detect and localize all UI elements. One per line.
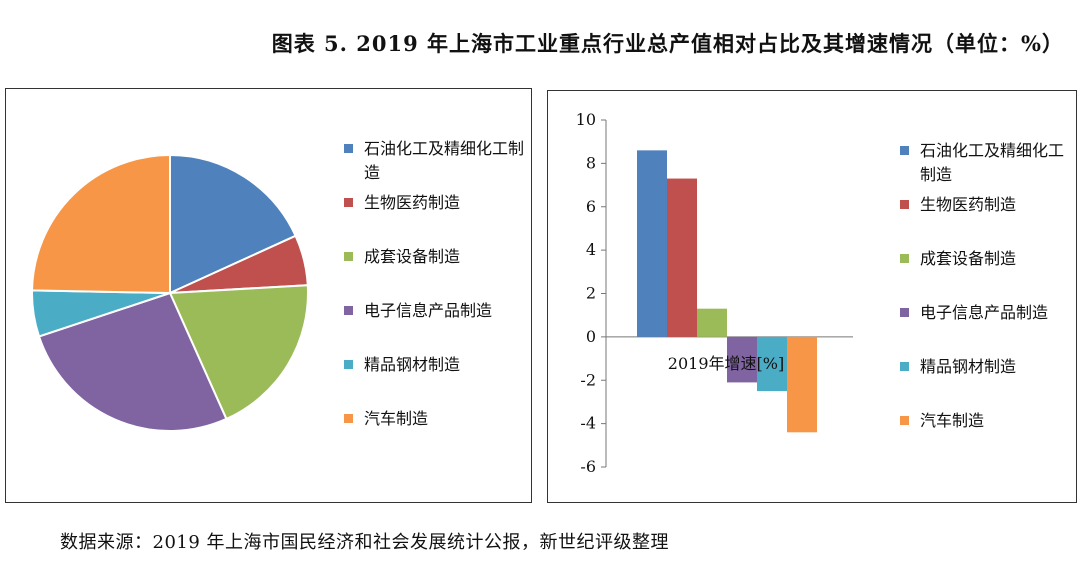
pie-slice (168, 284, 309, 421)
y-tick-label: -4 (580, 414, 596, 433)
chart-title: 图表 5. 2019 年上海市工业重点行业总产值相对占比及其增速情况（单位：%） (271, 31, 1064, 56)
legend-label: 精品钢材制造 (920, 357, 1017, 376)
y-tick-label: 0 (586, 327, 596, 346)
bar (697, 308, 727, 337)
legend-swatch (344, 252, 353, 261)
bar (727, 336, 757, 383)
bar (667, 178, 697, 337)
legend-label: 生物医药制造 (364, 193, 461, 212)
pie-slice (169, 153, 297, 295)
pie-legend-item: 生物医药制造 (344, 191, 524, 215)
y-tick-label: 10 (576, 110, 596, 129)
pie-chart-panel: 石油化工及精细化工制造生物医药制造 成套设备制造电子信息产品制造 精品钢材制造 汽车制… (5, 88, 532, 503)
bar-legend-item: 精品钢材制造 (900, 355, 1075, 379)
bar-legend-item: 成套设备制造 (900, 247, 1075, 271)
y-tick-label: -2 (580, 370, 596, 389)
y-tick-label: 8 (586, 153, 596, 172)
legend-label: 电子信息产品制造 (920, 303, 1049, 322)
legend-label: 成套设备制造 (920, 249, 1017, 268)
bar-chart: 10 8 6 4 2 0 -2 -4 -6 2019年增速[%] (576, 110, 853, 476)
legend-swatch (344, 360, 353, 369)
legend-swatch (344, 198, 353, 207)
bar (757, 336, 787, 392)
legend-label: 汽车制造 (920, 411, 985, 430)
y-tick-label: 2 (586, 284, 596, 303)
legend-label: 精品钢材制造 (364, 355, 461, 374)
legend-label: 汽车制造 (364, 409, 429, 428)
data-source-note: 数据来源：2019 年上海市国民经济和社会发展统计公报，新世纪评级整理 (60, 532, 670, 553)
legend-label: 电子信息产品制造 (364, 301, 493, 320)
bar-legend-item: 石油化工及精细化工制造 (900, 139, 1075, 187)
pie-legend-item: 精品钢材制造 (344, 353, 524, 377)
bar-legend-item: 生物医药制造 (900, 193, 1075, 217)
pie-slice (31, 153, 171, 295)
bar-legend-item: 汽车制造 (900, 409, 1075, 433)
legend-label: 石油化工及精细化工制造 (920, 141, 1065, 184)
legend-swatch (344, 414, 353, 423)
pie-legend-item: 石油化工及精细化工制造 (344, 137, 524, 185)
legend-label: 生物医药制造 (920, 195, 1017, 214)
bar-legend: 石油化工及精细化工制造生物医药制造 成套设备制造电子信息产品制造 精品钢材制造 汽车制… (900, 139, 1075, 463)
legend-label: 成套设备制造 (364, 247, 461, 266)
legend-swatch (344, 306, 353, 315)
y-tick-label: 4 (586, 240, 596, 259)
legend-swatch (900, 146, 909, 155)
x-category-label: 2019年增速[%] (668, 354, 784, 373)
legend-swatch (344, 144, 353, 153)
pie-legend-item: 汽车制造 (344, 407, 524, 431)
legend-swatch (900, 308, 909, 317)
y-tick-label: -6 (580, 457, 596, 476)
pie-legend: 石油化工及精细化工制造生物医药制造 成套设备制造电子信息产品制造 精品钢材制造 汽车制… (344, 137, 524, 461)
pie-legend-item: 成套设备制造 (344, 245, 524, 269)
bar (787, 336, 817, 433)
pie-chart (31, 153, 309, 432)
legend-swatch (900, 254, 909, 263)
legend-swatch (900, 362, 909, 371)
bar (637, 150, 667, 337)
bar-legend-item: 电子信息产品制造 (900, 301, 1075, 325)
bar-chart-panel: 10 8 6 4 2 0 -2 -4 -6 2019年增速[%] 石油化工及精细化工制造生物医药制… (547, 90, 1077, 503)
legend-label: 石油化工及精细化工制造 (364, 139, 525, 182)
legend-swatch (900, 416, 909, 425)
pie-legend-item: 电子信息产品制造 (344, 299, 524, 323)
legend-swatch (900, 200, 909, 209)
y-tick-label: 6 (586, 197, 596, 216)
pie-slice (37, 291, 228, 432)
